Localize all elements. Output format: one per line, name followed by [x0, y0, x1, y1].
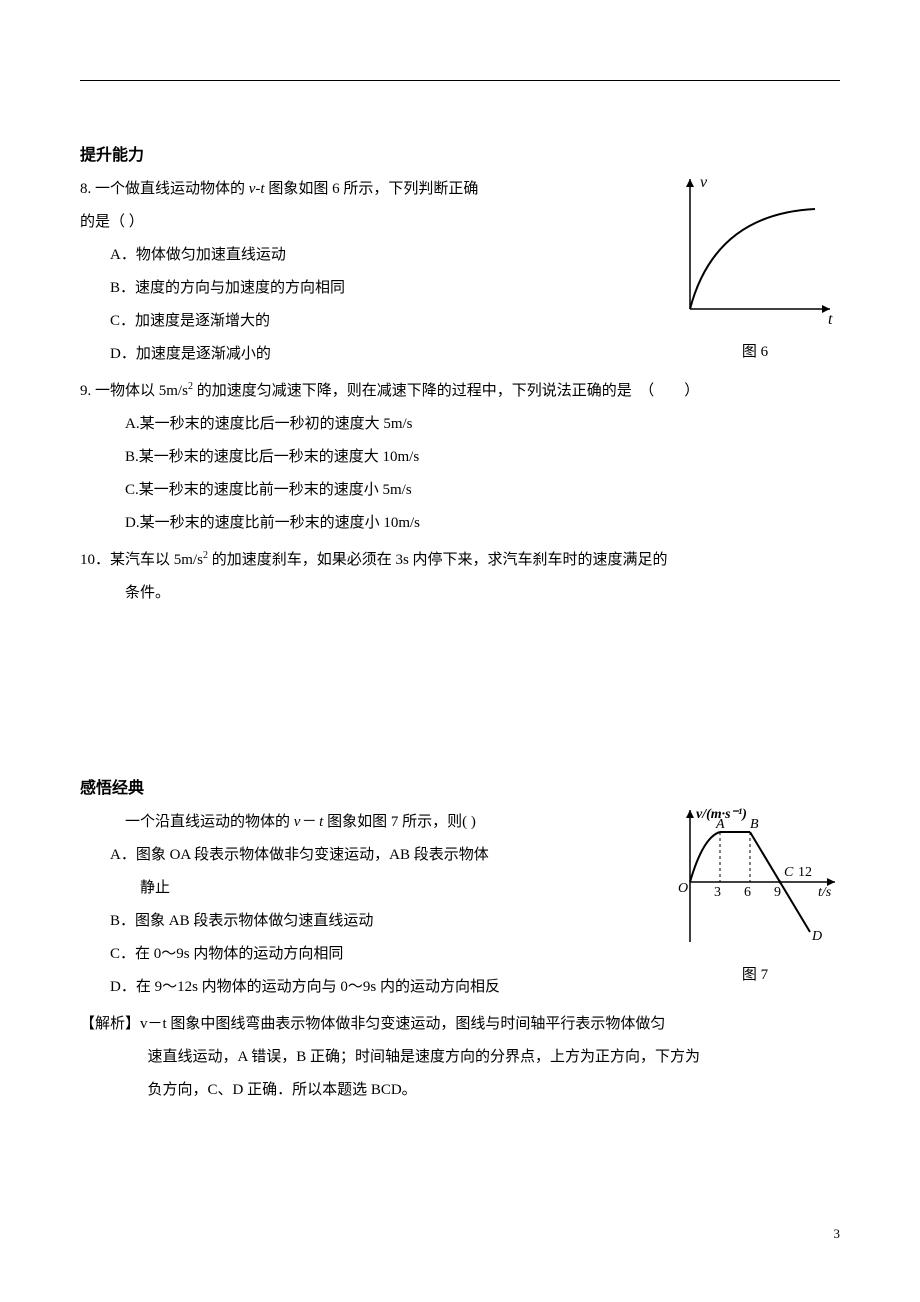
- example-question: v/(m·s⁻¹) O 3 6 9 12 t/s A B: [80, 806, 840, 1004]
- top-rule: [80, 80, 840, 81]
- chart-fig6: v t: [670, 169, 840, 329]
- analysis-line2: 速直线运动，A 错误，B 正确；时间轴是速度方向的分界点，上方为正方向，下方为: [80, 1041, 840, 1074]
- blank-space: [80, 614, 840, 774]
- fig7-C: C: [784, 865, 794, 880]
- analysis-label: 【解析】: [80, 1016, 140, 1032]
- section-title-1: 提升能力: [80, 141, 840, 165]
- q9-stem-part1: 9. 一物体以 5m/s: [80, 383, 188, 399]
- figure-6: v t 图 6: [670, 169, 840, 361]
- q9-stem: 9. 一物体以 5m/s2 的加速度匀减速下降，则在减速下降的过程中，下列说法正…: [80, 375, 840, 408]
- figure-7: v/(m·s⁻¹) O 3 6 9 12 t/s A B: [670, 802, 840, 984]
- fig7-origin: O: [678, 881, 688, 896]
- analysis-line3: 负方向，C、D 正确．所以本题选 BCD。: [80, 1074, 840, 1107]
- q10-stem-line2: 条件。: [80, 577, 840, 610]
- analysis-text1: v－t 图象中图线弯曲表示物体做非匀变速运动，图线与时间轴平行表示物体做匀: [140, 1016, 665, 1032]
- ex-stem-part2: 图象如图 7 所示，则( ): [323, 814, 476, 830]
- fig7-B: B: [750, 817, 759, 832]
- q10-stem-part1: 10．某汽车以 5m/s: [80, 552, 203, 568]
- axis-v-label: v: [700, 174, 708, 191]
- question-8: v t 图 6 8. 一个做直线运动物体的 v-t 图象如图 6 所示，下列判断…: [80, 173, 840, 371]
- q8-vt: v-t: [249, 181, 265, 197]
- analysis-block: 【解析】v－t 图象中图线弯曲表示物体做非匀变速运动，图线与时间轴平行表示物体做…: [80, 1008, 840, 1107]
- page-number: 3: [834, 1226, 841, 1242]
- fig7-A: A: [715, 817, 725, 832]
- fig7-x9: 9: [774, 885, 781, 900]
- ex-stem-part1: 一个沿直线运动的物体的: [125, 814, 294, 830]
- ex-vt: v－ t: [294, 814, 324, 830]
- analysis-line1: 【解析】v－t 图象中图线弯曲表示物体做非匀变速运动，图线与时间轴平行表示物体做…: [80, 1008, 840, 1041]
- q9-option-b: B.某一秒末的速度比后一秒末的速度大 10m/s: [80, 441, 840, 474]
- q9-option-a: A.某一秒末的速度比后一秒初的速度大 5m/s: [80, 408, 840, 441]
- question-9: 9. 一物体以 5m/s2 的加速度匀减速下降，则在减速下降的过程中，下列说法正…: [80, 375, 840, 540]
- section-title-2: 感悟经典: [80, 774, 840, 798]
- q9-option-d: D.某一秒末的速度比前一秒末的速度小 10m/s: [80, 507, 840, 540]
- question-10: 10．某汽车以 5m/s2 的加速度刹车，如果必须在 3s 内停下来，求汽车刹车…: [80, 544, 840, 610]
- fig7-x3: 3: [714, 885, 721, 900]
- fig7-xlabel: t/s: [818, 885, 832, 900]
- q8-stem-part1: 8. 一个做直线运动物体的: [80, 181, 249, 197]
- chart-fig7: v/(m·s⁻¹) O 3 6 9 12 t/s A B: [670, 802, 840, 952]
- q10-stem-part2: 的加速度刹车，如果必须在 3s 内停下来，求汽车刹车时的速度满足的: [208, 552, 668, 568]
- figure-7-caption: 图 7: [670, 963, 840, 984]
- page: 提升能力 v t 图 6 8. 一个做直线运动物体的 v-t 图象如图 6 所示…: [0, 0, 920, 1302]
- q9-stem-part2: 的加速度匀减速下降，则在减速下降的过程中，下列说法正确的是 （ ）: [193, 383, 699, 399]
- q8-stem-part2: 图象如图 6 所示，下列判断正确: [265, 181, 479, 197]
- axis-t-label: t: [828, 311, 833, 328]
- fig7-x12: 12: [798, 865, 812, 880]
- fig7-D: D: [811, 929, 822, 944]
- q9-option-c: C.某一秒末的速度比前一秒末的速度小 5m/s: [80, 474, 840, 507]
- q10-stem-line1: 10．某汽车以 5m/s2 的加速度刹车，如果必须在 3s 内停下来，求汽车刹车…: [80, 544, 840, 577]
- figure-6-caption: 图 6: [670, 340, 840, 361]
- fig7-x6: 6: [744, 885, 751, 900]
